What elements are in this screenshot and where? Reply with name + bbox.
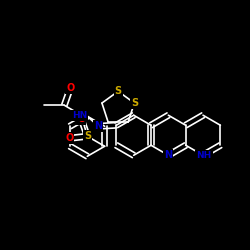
Text: S: S xyxy=(114,86,122,96)
Text: S: S xyxy=(131,98,138,108)
Text: HN: HN xyxy=(72,111,88,120)
Text: O: O xyxy=(77,114,86,124)
Text: N: N xyxy=(164,150,172,160)
Text: S: S xyxy=(84,131,91,141)
Text: NH: NH xyxy=(196,151,212,160)
Text: O: O xyxy=(66,83,74,93)
Text: N: N xyxy=(94,121,102,131)
Text: S: S xyxy=(84,131,91,141)
Text: S: S xyxy=(131,98,138,108)
Text: HN: HN xyxy=(72,111,88,120)
Text: O: O xyxy=(77,114,86,124)
Text: O: O xyxy=(65,133,74,143)
Text: S: S xyxy=(114,86,122,96)
Text: NH: NH xyxy=(197,151,212,160)
Text: O: O xyxy=(66,83,74,93)
Text: N: N xyxy=(94,121,102,131)
Text: N: N xyxy=(164,150,172,160)
Text: O: O xyxy=(65,133,74,143)
